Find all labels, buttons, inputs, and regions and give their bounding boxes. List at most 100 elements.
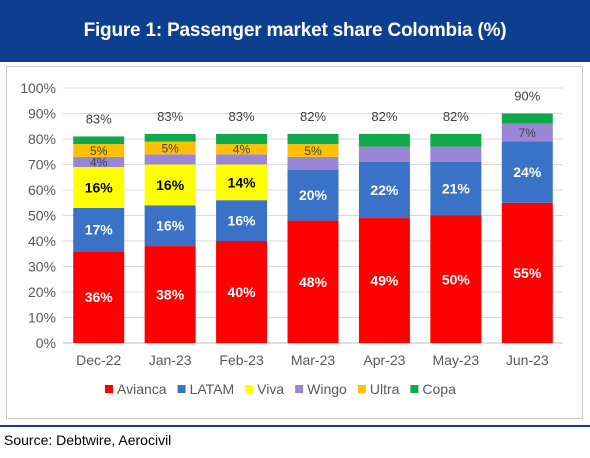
y-tick-label: 90% — [28, 106, 56, 122]
bar-segment-wingo — [430, 146, 482, 162]
bar-segment-copa — [287, 133, 339, 145]
x-tick-label: May-23 — [433, 352, 480, 368]
bar-segment-latam — [358, 161, 410, 219]
bar-segment-copa — [430, 133, 482, 147]
bar-segment-latam — [501, 141, 553, 203]
data-label: 16% — [85, 179, 114, 195]
data-label: 14% — [228, 174, 257, 190]
y-tick-label: 100% — [20, 80, 56, 96]
x-tick-label: Dec-22 — [76, 352, 121, 368]
legend-swatch-ultra — [357, 385, 366, 393]
data-label: 48% — [299, 274, 328, 290]
y-tick-label: 80% — [28, 131, 56, 147]
legend-swatch-wingo — [295, 385, 304, 393]
bar-segment-wingo — [73, 156, 125, 168]
bar-segment-wingo — [287, 156, 339, 170]
bar-segment-wingo — [501, 123, 553, 142]
data-label: 21% — [442, 181, 471, 197]
data-label: 16% — [156, 177, 185, 193]
bar-segment-viva — [144, 164, 196, 206]
total-label: 83% — [86, 111, 112, 126]
bar-segment-avianca — [287, 220, 339, 343]
page-title: Figure 1: Passenger market share Colombi… — [83, 20, 507, 41]
bar-segment-wingo — [358, 146, 410, 162]
legend-label-ultra: Ultra — [370, 381, 400, 397]
data-label: 55% — [513, 265, 542, 281]
bar-segment-ultra — [216, 144, 268, 155]
bar-segment-latam — [73, 207, 125, 252]
data-label: 7% — [519, 126, 537, 140]
bar-segment-copa — [358, 133, 410, 147]
legend-label-latam: LATAM — [190, 381, 235, 397]
data-label: 17% — [85, 222, 114, 238]
data-label: 50% — [442, 271, 471, 287]
data-label: 16% — [228, 213, 257, 229]
stacked-bar-chart: 0% 10% 20% 30% 40% 50% 60% 70% 80% 90% 100% 36% 17% 1… — [20, 80, 563, 397]
data-label: 20% — [299, 187, 328, 203]
bar-segment-latam — [287, 169, 339, 221]
bar-segment-copa — [73, 136, 125, 145]
source-note: Source: Debtwire, Aerocivil — [4, 432, 172, 448]
bar-segment-copa — [216, 133, 268, 145]
bar-segment-ultra — [144, 141, 196, 155]
y-tick-label: 40% — [28, 233, 56, 249]
legend-swatch-avianca — [105, 385, 113, 393]
data-label: 22% — [370, 182, 399, 198]
bar-segment-latam — [144, 205, 196, 247]
data-label: 49% — [370, 273, 399, 289]
x-tick-label: Jun-23 — [506, 352, 549, 368]
total-label: 82% — [371, 109, 397, 124]
bar-segment-avianca — [73, 251, 125, 343]
x-tick-label: Apr-23 — [363, 352, 405, 368]
y-tick-label: 60% — [28, 182, 56, 198]
legend-label-copa: Copa — [422, 381, 456, 397]
data-label: 5% — [304, 144, 322, 158]
y-tick-label: 30% — [28, 259, 56, 275]
data-label: 16% — [156, 218, 185, 234]
legend-label-viva: Viva — [257, 381, 284, 397]
bar-segment-copa — [501, 113, 553, 124]
y-tick-label: 10% — [28, 310, 56, 326]
data-label: 36% — [85, 289, 114, 305]
source-divider — [0, 425, 590, 427]
bar-segment-viva — [73, 167, 125, 208]
bar-segment-latam — [430, 161, 482, 216]
bar-segment-avianca — [216, 241, 268, 343]
y-tick-label: 50% — [28, 208, 56, 224]
legend-swatch-latam — [177, 385, 186, 393]
bar-segment-viva — [216, 164, 268, 201]
bar-segment-avianca — [501, 202, 553, 343]
data-label: 24% — [513, 164, 542, 180]
y-tick-label: 20% — [28, 284, 56, 300]
data-label: 40% — [228, 284, 257, 300]
bar-segment-avianca — [144, 246, 196, 343]
data-label: 4% — [90, 155, 108, 169]
y-tick-label: 70% — [28, 157, 56, 173]
bar-segment-wingo — [216, 154, 268, 165]
legend-swatch-copa — [410, 385, 419, 393]
bar-segment-ultra — [73, 144, 125, 157]
bar-segment-copa — [144, 133, 196, 142]
data-label: 5% — [161, 141, 179, 155]
x-tick-label: Feb-23 — [219, 352, 264, 368]
total-label: 82% — [443, 109, 469, 124]
x-tick-label: Jan-23 — [149, 352, 192, 368]
bar-segment-avianca — [358, 218, 410, 343]
chart-frame — [6, 66, 583, 419]
total-label: 83% — [157, 109, 183, 124]
data-label: 4% — [233, 143, 251, 157]
legend-label-avianca: Avianca — [117, 381, 167, 397]
data-label: 38% — [156, 287, 185, 303]
y-tick-label: 0% — [36, 335, 56, 351]
total-label: 90% — [514, 89, 540, 104]
bar-segment-wingo — [144, 154, 196, 165]
bar-segment-avianca — [430, 215, 482, 343]
total-label: 83% — [229, 109, 255, 124]
data-label: 5% — [90, 144, 108, 158]
legend-swatch-viva — [245, 385, 254, 393]
title-bar — [0, 0, 590, 62]
total-label: 82% — [300, 109, 326, 124]
legend-label-wingo: Wingo — [307, 381, 347, 397]
x-tick-label: Mar-23 — [291, 352, 336, 368]
bar-segment-ultra — [287, 144, 339, 157]
